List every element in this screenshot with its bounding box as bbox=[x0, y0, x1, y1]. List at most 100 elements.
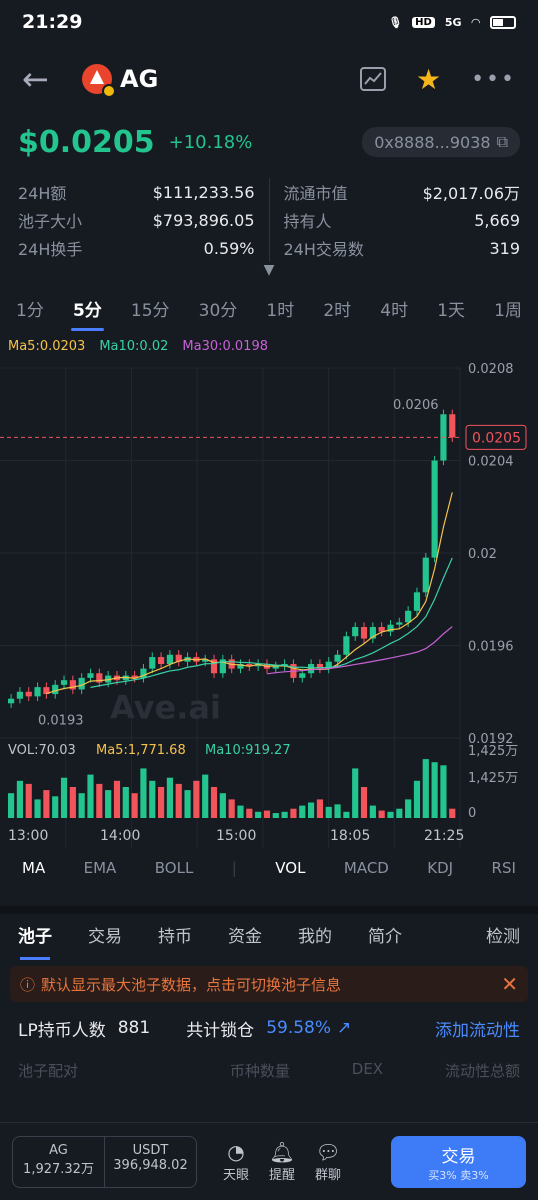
trade-button[interactable]: 交易 买3% 卖3% bbox=[391, 1135, 526, 1188]
back-arrow-icon[interactable]: ← bbox=[22, 60, 49, 98]
eye-button[interactable]: ◔ 天眼 bbox=[223, 1140, 249, 1183]
balance-usdt-name: USDT bbox=[132, 1142, 169, 1158]
current-price-box bbox=[465, 424, 527, 450]
tab-funds[interactable]: 资金 bbox=[228, 926, 262, 947]
star-icon[interactable]: ★ bbox=[415, 62, 442, 96]
balance-token: AG 1,927.32万 bbox=[13, 1137, 104, 1187]
vol-ma10-label: Ma10:919.27 bbox=[205, 743, 291, 758]
external-link-icon[interactable]: ↗ bbox=[337, 1018, 352, 1038]
pool-notice[interactable]: ⓘ 默认显示最大池子数据，点击可切换池子信息 ✕ bbox=[10, 966, 528, 1002]
group-chat-button[interactable]: 💬︎ 群聊 bbox=[315, 1140, 341, 1183]
volume-bar bbox=[422, 759, 429, 818]
volume-bar bbox=[16, 780, 23, 818]
indicator-vol[interactable]: VOL bbox=[275, 859, 306, 877]
lp-locked-value[interactable]: 59.58% bbox=[266, 1018, 332, 1038]
address-text: 0x8888...9038 bbox=[374, 132, 491, 152]
tab-trades[interactable]: 交易 bbox=[88, 926, 122, 947]
tab-check[interactable]: 检测 bbox=[486, 926, 520, 947]
tab-30m[interactable]: 30分 bbox=[198, 300, 238, 321]
volume-bar bbox=[228, 799, 235, 818]
close-icon[interactable]: ✕ bbox=[501, 972, 518, 996]
indicator-kdj[interactable]: KDJ bbox=[427, 859, 454, 877]
balance-box: AG 1,927.32万 USDT 396,948.02 bbox=[12, 1135, 197, 1188]
ma10-line bbox=[90, 557, 453, 688]
add-liquidity-link[interactable]: 添加流动性 bbox=[435, 1020, 520, 1041]
candle-body bbox=[272, 666, 279, 669]
candle-body bbox=[60, 680, 68, 685]
header-actions: ★ ••• bbox=[359, 62, 516, 96]
current-price-tag: 0.0205 bbox=[472, 430, 521, 446]
candle-body bbox=[105, 675, 112, 683]
gauge-icon: ◔ bbox=[227, 1140, 245, 1164]
volume-bar bbox=[237, 805, 244, 818]
ma30-label: Ma30:0.0198 bbox=[182, 338, 268, 354]
volume-bar bbox=[290, 808, 297, 818]
chat-icon: 💬︎ bbox=[315, 1140, 341, 1164]
group-label: 群聊 bbox=[315, 1168, 342, 1183]
chain-badge-icon bbox=[102, 84, 116, 98]
stat-value: 0.59% bbox=[203, 238, 255, 258]
vol-label: VOL:70.03 bbox=[8, 743, 76, 758]
tab-mine[interactable]: 我的 bbox=[298, 926, 332, 947]
price-chart[interactable]: 0.0208 0.0204 0.02 0.0196 0.0192 Ave.ai 0.0205… bbox=[0, 358, 538, 848]
volume-bar bbox=[343, 811, 350, 818]
tab-5m[interactable]: 5分 bbox=[70, 296, 104, 331]
tab-1m[interactable]: 1分 bbox=[16, 300, 44, 321]
ma5-label: Ma5:0.0203 bbox=[8, 338, 86, 354]
more-icon[interactable]: ••• bbox=[471, 66, 516, 92]
alert-button[interactable]: 🔔︎ 提醒 bbox=[269, 1140, 295, 1183]
candle-body bbox=[52, 684, 59, 695]
notice-text: 默认显示最大池子数据，点击可切换池子信息 bbox=[41, 975, 342, 994]
volume-bar bbox=[369, 805, 376, 818]
tab-intro[interactable]: 简介 bbox=[368, 926, 402, 947]
indicator-ema[interactable]: EMA bbox=[83, 859, 117, 877]
candle-body bbox=[202, 659, 209, 662]
expand-chevron-icon[interactable]: ▼ bbox=[263, 262, 275, 278]
candle-body bbox=[369, 627, 376, 639]
stat-row: 池子大小 $793,896.05 bbox=[18, 206, 255, 234]
candle-body bbox=[69, 680, 76, 690]
tab-2h[interactable]: 2时 bbox=[323, 300, 352, 321]
contract-address[interactable]: 0x8888...9038 ⧉ bbox=[362, 127, 520, 157]
candle-body bbox=[246, 664, 253, 667]
network-label: 5G bbox=[444, 15, 462, 29]
volume-bar bbox=[78, 793, 85, 818]
tab-pool[interactable]: 池子 bbox=[18, 922, 52, 960]
volume-bar bbox=[34, 799, 41, 818]
tab-holders[interactable]: 持币 bbox=[158, 926, 192, 947]
y-tick-label: 0.0204 bbox=[468, 455, 514, 470]
tab-1w[interactable]: 1周 bbox=[494, 300, 522, 321]
volume-bar bbox=[149, 780, 156, 818]
price-change: +10.18% bbox=[168, 131, 253, 153]
indicator-ma[interactable]: MA bbox=[22, 859, 46, 877]
volume-bar bbox=[219, 793, 226, 818]
stat-label: 池子大小 bbox=[18, 212, 83, 231]
candle-body bbox=[175, 654, 182, 662]
candle-body bbox=[422, 557, 429, 593]
stat-value: 5,669 bbox=[474, 210, 520, 230]
copy-icon[interactable]: ⧉ bbox=[496, 132, 508, 151]
indicator-macd[interactable]: MACD bbox=[343, 859, 389, 877]
stat-label: 24H换手 bbox=[18, 240, 83, 259]
indicator-rsi[interactable]: RSI bbox=[491, 859, 516, 877]
tab-1d[interactable]: 1天 bbox=[437, 300, 466, 321]
volume-bar bbox=[352, 768, 359, 818]
lp-holders-value: 881 bbox=[117, 1018, 151, 1038]
balance-usdt-value: 396,948.02 bbox=[113, 1157, 188, 1173]
candle-body bbox=[96, 673, 103, 683]
indicator-boll[interactable]: BOLL bbox=[154, 859, 194, 877]
col-pair: 池子配对 bbox=[18, 1062, 79, 1080]
volume-bar bbox=[396, 808, 403, 818]
tab-1h[interactable]: 1时 bbox=[266, 300, 295, 321]
tab-15m[interactable]: 15分 bbox=[130, 300, 170, 321]
token-title: AG bbox=[120, 65, 159, 93]
trade-label: 交易 bbox=[441, 1146, 476, 1167]
tab-4h[interactable]: 4时 bbox=[380, 300, 409, 321]
volume-bar bbox=[431, 762, 438, 818]
candle-body bbox=[299, 673, 306, 678]
volume-bar bbox=[325, 806, 332, 818]
vol-axis-zero: 0 bbox=[468, 806, 476, 821]
y-tick-label: 0.0196 bbox=[468, 640, 514, 655]
chart-icon[interactable] bbox=[359, 67, 386, 91]
